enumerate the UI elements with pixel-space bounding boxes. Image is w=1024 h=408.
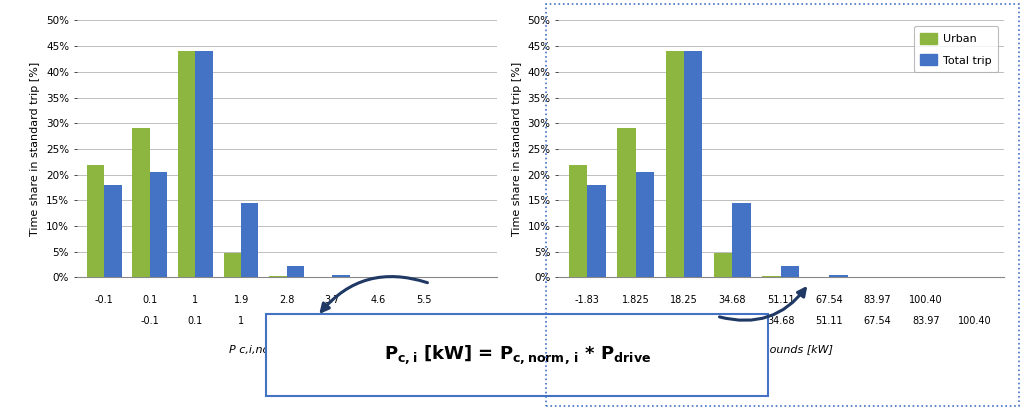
- Bar: [732, 203, 751, 277]
- FancyArrowPatch shape: [720, 288, 805, 320]
- Bar: [269, 276, 287, 277]
- Text: 67.54: 67.54: [815, 295, 843, 306]
- Text: 18.25: 18.25: [719, 316, 746, 326]
- Bar: [223, 253, 241, 277]
- Text: 4.6: 4.6: [371, 295, 386, 306]
- Text: 0.1: 0.1: [187, 316, 203, 326]
- Text: 1.825: 1.825: [622, 295, 649, 306]
- Bar: [568, 165, 587, 277]
- Y-axis label: Time share in standard trip [%]: Time share in standard trip [%]: [512, 62, 522, 236]
- Bar: [714, 253, 732, 277]
- Text: 1.9: 1.9: [280, 316, 294, 326]
- Text: 100.40: 100.40: [957, 316, 991, 326]
- Bar: [829, 275, 848, 277]
- FancyArrowPatch shape: [322, 277, 427, 311]
- Text: 83.97: 83.97: [864, 295, 892, 306]
- Bar: [87, 165, 104, 277]
- Text: 67.54: 67.54: [864, 316, 892, 326]
- Bar: [150, 172, 167, 277]
- Text: 34.68: 34.68: [719, 295, 746, 306]
- Text: -1.83: -1.83: [574, 295, 600, 306]
- Y-axis label: Time share in standard trip [%]: Time share in standard trip [%]: [31, 62, 41, 236]
- Text: -0.1: -0.1: [140, 316, 159, 326]
- Text: 83.97: 83.97: [912, 316, 940, 326]
- Bar: [132, 129, 150, 277]
- Text: 1.9: 1.9: [233, 295, 249, 306]
- Legend: Urban, Total trip: Urban, Total trip: [913, 26, 998, 72]
- Text: 34.68: 34.68: [767, 316, 795, 326]
- Text: 2.8: 2.8: [325, 316, 340, 326]
- Text: -1.825: -1.825: [620, 316, 651, 326]
- Bar: [617, 129, 636, 277]
- Text: 1: 1: [238, 316, 244, 326]
- Bar: [763, 276, 780, 277]
- Text: 5.5: 5.5: [462, 316, 477, 326]
- Bar: [636, 172, 654, 277]
- Bar: [781, 266, 799, 277]
- Text: 100.40: 100.40: [909, 295, 943, 306]
- Bar: [684, 51, 702, 277]
- Text: 3.7: 3.7: [371, 316, 386, 326]
- Text: 1.83: 1.83: [673, 316, 694, 326]
- Text: 18.25: 18.25: [670, 295, 697, 306]
- Bar: [587, 185, 605, 277]
- Text: 4.6: 4.6: [416, 316, 431, 326]
- Text: 5.5: 5.5: [416, 295, 431, 306]
- Text: 51.11: 51.11: [815, 316, 843, 326]
- Text: 51.11: 51.11: [767, 295, 795, 306]
- Text: 1: 1: [193, 295, 199, 306]
- Bar: [241, 203, 258, 277]
- Bar: [196, 51, 213, 277]
- Bar: [104, 185, 122, 277]
- Bar: [333, 275, 349, 277]
- Text: 0.1: 0.1: [142, 295, 158, 306]
- Text: $\mathregular{P_{c,i}}$ [kW] = $\mathregular{P_{c,norm,\,i}}$ * $\mathregular{P_: $\mathregular{P_{c,i}}$ [kW] = $\mathreg…: [384, 344, 650, 366]
- Text: 2.8: 2.8: [279, 295, 295, 306]
- Text: P c,i,norm bounds [-]: P c,i,norm bounds [-]: [228, 344, 345, 354]
- Bar: [178, 51, 196, 277]
- Text: P c,i,  bounds [kW]: P c,i, bounds [kW]: [729, 344, 833, 354]
- Text: -0.1: -0.1: [95, 295, 114, 306]
- Text: 3.7: 3.7: [325, 295, 340, 306]
- Bar: [287, 266, 304, 277]
- Bar: [666, 51, 684, 277]
